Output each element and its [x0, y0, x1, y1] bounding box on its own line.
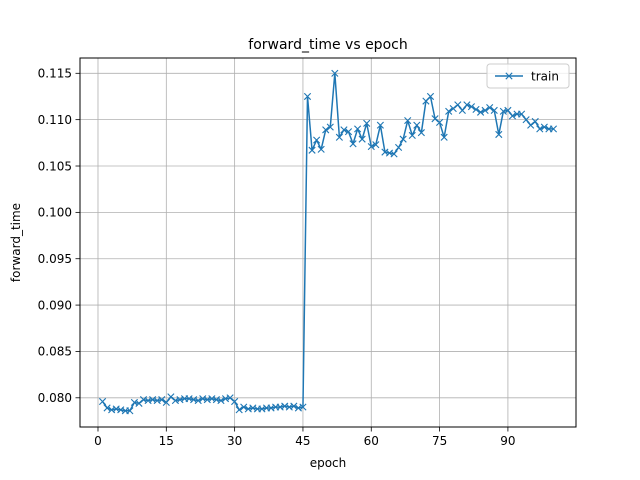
y-tick-label: 0.105 — [38, 159, 72, 173]
data-point-marker — [426, 92, 435, 101]
data-point-marker — [486, 104, 494, 112]
data-point-marker — [390, 150, 398, 158]
x-tick-label: 75 — [432, 434, 447, 448]
y-axis-label: forward_time — [9, 203, 23, 282]
x-tick-label: 60 — [364, 434, 379, 448]
y-tick-label: 0.115 — [38, 67, 72, 81]
x-axis-label: epoch — [310, 456, 347, 470]
data-point-marker — [522, 116, 530, 124]
y-tick-label: 0.085 — [38, 345, 72, 359]
data-point-marker — [517, 110, 526, 118]
data-point-marker — [308, 146, 316, 154]
data-point-marker — [372, 141, 380, 149]
data-point-marker — [313, 136, 321, 144]
grid-lines — [80, 58, 576, 427]
data-point-marker — [290, 402, 298, 410]
data-point-marker — [504, 106, 512, 114]
legend-box — [486, 63, 570, 89]
data-point-marker — [126, 407, 134, 415]
data-point-marker — [463, 101, 471, 109]
data-point-marker — [467, 103, 476, 111]
data-point-marker — [527, 121, 535, 129]
data-point-marker — [217, 396, 225, 405]
series-layer — [98, 69, 558, 415]
data-point-marker — [303, 92, 312, 101]
data-point-marker — [431, 115, 439, 123]
y-axis-ticks: 0.080 0.085 0.090 0.095 0.100 0.105 0.110 0.115 — [38, 67, 80, 405]
data-point-marker — [326, 123, 334, 131]
data-point-marker — [449, 104, 457, 113]
data-point-marker — [194, 396, 202, 405]
x-tick-label: 0 — [94, 434, 102, 448]
data-point-marker — [408, 131, 416, 140]
data-point-marker — [158, 396, 166, 404]
data-point-marker — [98, 397, 107, 406]
data-point-marker — [363, 119, 371, 127]
data-point-marker — [440, 133, 448, 141]
data-point-marker — [495, 130, 503, 139]
data-point-marker — [331, 69, 339, 77]
data-point-marker — [358, 135, 366, 143]
plot-frame — [79, 57, 577, 428]
data-point-marker — [162, 398, 170, 407]
data-point-marker — [235, 406, 243, 414]
y-tick-label: 0.110 — [38, 113, 72, 127]
legend-marker — [505, 72, 513, 80]
data-point-marker — [354, 125, 362, 133]
data-point-marker — [240, 403, 248, 411]
data-point-marker — [490, 106, 498, 114]
data-point-marker — [458, 106, 466, 114]
y-tick-label: 0.100 — [38, 206, 72, 220]
x-axis-ticks: 0 15 30 45 60 75 90 — [94, 427, 516, 448]
data-point-marker — [508, 112, 517, 120]
data-point-marker — [395, 143, 403, 152]
data-point-marker — [317, 145, 325, 153]
data-point-marker — [103, 404, 111, 412]
data-point-marker — [540, 123, 548, 131]
data-point-marker — [445, 107, 453, 115]
data-point-marker — [549, 125, 558, 133]
data-point-marker — [476, 108, 485, 116]
data-point-marker — [231, 397, 239, 406]
data-point-marker — [135, 399, 143, 407]
data-point-marker — [322, 126, 330, 134]
data-point-marker — [299, 403, 307, 411]
y-tick-label: 0.080 — [38, 391, 72, 405]
data-point-marker — [536, 125, 544, 133]
data-point-marker — [399, 135, 407, 143]
data-point-marker — [531, 117, 539, 126]
data-point-marker — [367, 142, 375, 151]
data-point-marker — [376, 121, 384, 129]
data-point-marker — [344, 128, 353, 136]
data-point-marker — [335, 133, 343, 141]
legend-label: train — [531, 69, 559, 83]
data-point-marker — [454, 101, 462, 109]
x-tick-label: 15 — [159, 434, 174, 448]
data-point-marker — [340, 126, 348, 134]
x-tick-label: 90 — [500, 434, 515, 448]
data-point-marker — [349, 140, 357, 148]
x-tick-label: 45 — [295, 434, 310, 448]
data-point-marker — [417, 129, 425, 137]
data-point-marker — [404, 116, 412, 125]
data-point-marker — [413, 121, 421, 129]
data-point-marker — [167, 393, 175, 401]
y-tick-label: 0.090 — [38, 298, 72, 312]
data-point-marker — [226, 394, 234, 402]
data-point-marker — [472, 105, 480, 114]
x-tick-label: 30 — [227, 434, 242, 448]
series-line-train — [101, 72, 554, 412]
data-point-marker — [481, 106, 489, 114]
chart-title: forward_time vs epoch — [248, 37, 407, 53]
data-point-marker — [436, 118, 444, 127]
y-tick-label: 0.095 — [38, 252, 72, 266]
legend: train — [486, 63, 570, 89]
